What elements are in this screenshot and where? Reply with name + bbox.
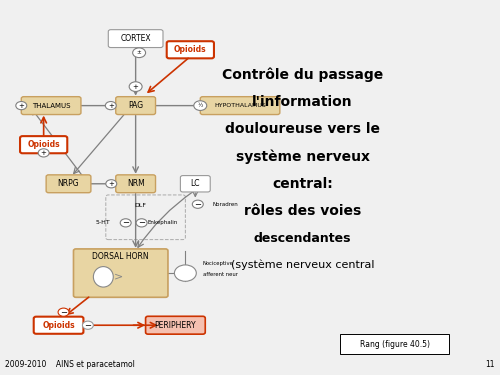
Text: +: + — [108, 103, 114, 109]
Ellipse shape — [94, 267, 114, 287]
Text: −: − — [122, 218, 129, 227]
Text: >: > — [114, 272, 123, 282]
Text: ±: ± — [136, 50, 141, 55]
Text: ½: ½ — [198, 103, 203, 108]
Text: Rang (figure 40.5): Rang (figure 40.5) — [360, 340, 430, 349]
Text: DLF: DLF — [134, 203, 146, 208]
Text: +: + — [40, 150, 46, 156]
Text: CORTEX: CORTEX — [120, 34, 151, 43]
FancyBboxPatch shape — [166, 41, 214, 58]
Circle shape — [106, 102, 116, 110]
Circle shape — [174, 265, 197, 281]
Text: 2009-2010    AINS et paracetamol: 2009-2010 AINS et paracetamol — [5, 360, 135, 369]
Text: Noradren: Noradren — [212, 202, 238, 207]
FancyBboxPatch shape — [108, 30, 163, 48]
FancyBboxPatch shape — [22, 97, 81, 114]
Circle shape — [38, 149, 49, 157]
Text: +: + — [18, 103, 24, 109]
Text: LC: LC — [190, 179, 200, 188]
Text: 5-HT: 5-HT — [96, 220, 110, 225]
Text: PAG: PAG — [128, 101, 143, 110]
Text: afferent neur: afferent neur — [203, 273, 238, 278]
Text: Contrôle du passage: Contrôle du passage — [222, 68, 383, 82]
FancyBboxPatch shape — [20, 136, 68, 153]
FancyBboxPatch shape — [200, 97, 280, 114]
Text: rôles des voies: rôles des voies — [244, 204, 361, 218]
Text: 11: 11 — [486, 360, 495, 369]
Text: l'information: l'information — [252, 95, 353, 109]
Text: NRPG: NRPG — [58, 179, 80, 188]
Circle shape — [129, 82, 142, 92]
Text: NRM: NRM — [127, 179, 144, 188]
FancyBboxPatch shape — [74, 249, 168, 297]
Text: Enkephalin: Enkephalin — [148, 220, 178, 225]
Text: −: − — [138, 218, 145, 227]
Text: central:: central: — [272, 177, 333, 191]
Text: THALAMUS: THALAMUS — [32, 103, 70, 109]
Text: +: + — [108, 181, 114, 187]
Text: −: − — [194, 200, 202, 209]
FancyBboxPatch shape — [146, 316, 206, 334]
Circle shape — [136, 219, 147, 227]
Circle shape — [132, 48, 145, 58]
FancyBboxPatch shape — [34, 316, 84, 334]
Text: PERIPHERY: PERIPHERY — [154, 321, 196, 330]
Text: Opioids: Opioids — [174, 45, 206, 54]
Circle shape — [82, 321, 94, 329]
Circle shape — [106, 180, 117, 188]
Text: descendantes: descendantes — [254, 232, 351, 245]
FancyBboxPatch shape — [116, 175, 156, 193]
Text: (système nerveux central: (système nerveux central — [231, 259, 374, 270]
Text: Nociceptive: Nociceptive — [203, 261, 234, 266]
Circle shape — [58, 308, 69, 316]
Circle shape — [192, 200, 203, 208]
Text: DORSAL HORN: DORSAL HORN — [92, 252, 149, 261]
Circle shape — [16, 102, 26, 110]
FancyBboxPatch shape — [180, 176, 210, 192]
FancyBboxPatch shape — [340, 334, 449, 354]
FancyBboxPatch shape — [46, 175, 91, 193]
Text: Opioids: Opioids — [42, 321, 75, 330]
Circle shape — [194, 101, 206, 111]
Text: douloureuse vers le: douloureuse vers le — [225, 122, 380, 136]
Text: Opioids: Opioids — [28, 140, 60, 149]
Text: +: + — [132, 84, 138, 90]
Text: −: − — [84, 321, 91, 330]
Circle shape — [120, 219, 131, 227]
Text: −: − — [60, 308, 67, 317]
FancyBboxPatch shape — [116, 97, 156, 114]
Text: système nerveux: système nerveux — [236, 150, 370, 164]
Text: HYPOTHALAMUS: HYPOTHALAMUS — [214, 103, 266, 108]
